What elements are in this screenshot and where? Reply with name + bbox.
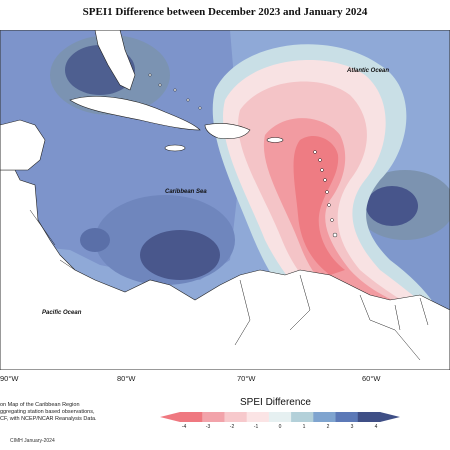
legend-swatch (268, 412, 292, 422)
east-dark-field (366, 186, 418, 226)
longitude-label: 90°W (0, 374, 19, 383)
map-note: ggregating station based observations, (0, 409, 95, 415)
yucatan-land (0, 119, 46, 171)
map-note: on Map of the Caribbean Region (0, 402, 80, 408)
legend-swatch (313, 412, 337, 422)
legend-swatch (246, 412, 270, 422)
lesser-antilles (148, 73, 338, 238)
west-dark-field (80, 228, 110, 252)
map-note: CF, with NCEP/NCAR Reanalysis Data. (0, 416, 97, 422)
legend-swatch (180, 412, 203, 422)
legend-swatch (224, 412, 248, 422)
longitude-label: 60°W (362, 374, 381, 383)
legend-swatch (335, 412, 359, 422)
caribbean-dark-field (140, 230, 220, 280)
longitude-label: 80°W (117, 374, 136, 383)
pacific-ocean-label: Pacific Ocean (42, 310, 82, 316)
legend-colorbar (160, 412, 400, 422)
deep-red-field (293, 135, 345, 275)
jamaica-land (164, 144, 186, 152)
legend-swatch (202, 412, 225, 422)
credit-text: CIMH January-2024 (10, 438, 55, 444)
legend-tick-label: -2 (229, 424, 235, 430)
legend-ticks: -4 -3 -2 -1 0 1 2 3 4 (160, 424, 400, 434)
cuba-land (69, 96, 201, 131)
map-title: SPEI1 Difference between December 2023 a… (82, 6, 368, 18)
atlantic-ocean-label: Atlantic Ocean (346, 68, 389, 74)
legend-tick-label: -1 (253, 424, 259, 430)
legend-title: SPEI Difference (240, 397, 311, 408)
legend-tick-label: -4 (181, 424, 187, 430)
longitude-label: 70°W (237, 374, 256, 383)
legend-tick-label: 2 (326, 424, 330, 430)
legend-swatch (357, 412, 381, 422)
legend-tick-label: 1 (302, 424, 306, 430)
legend-arrow-right (380, 412, 400, 422)
legend-tick-label: -3 (205, 424, 211, 430)
hispaniola-land (204, 123, 251, 140)
legend-tick-label: 3 (350, 424, 354, 430)
map-canvas: Atlantic Ocean Caribbean Sea Pacific Oce… (0, 30, 450, 370)
legend-arrow-left (160, 412, 180, 422)
puerto-rico-land (266, 137, 284, 143)
country-borders (29, 209, 429, 361)
map-panel: Atlantic Ocean Caribbean Sea Pacific Oce… (0, 30, 450, 370)
legend-tick-label: 0 (278, 424, 282, 430)
caribbean-sea-label: Caribbean Sea (165, 189, 207, 195)
legend-swatch (291, 412, 314, 422)
florida-land (94, 30, 136, 91)
legend-tick-label: 4 (374, 424, 378, 430)
